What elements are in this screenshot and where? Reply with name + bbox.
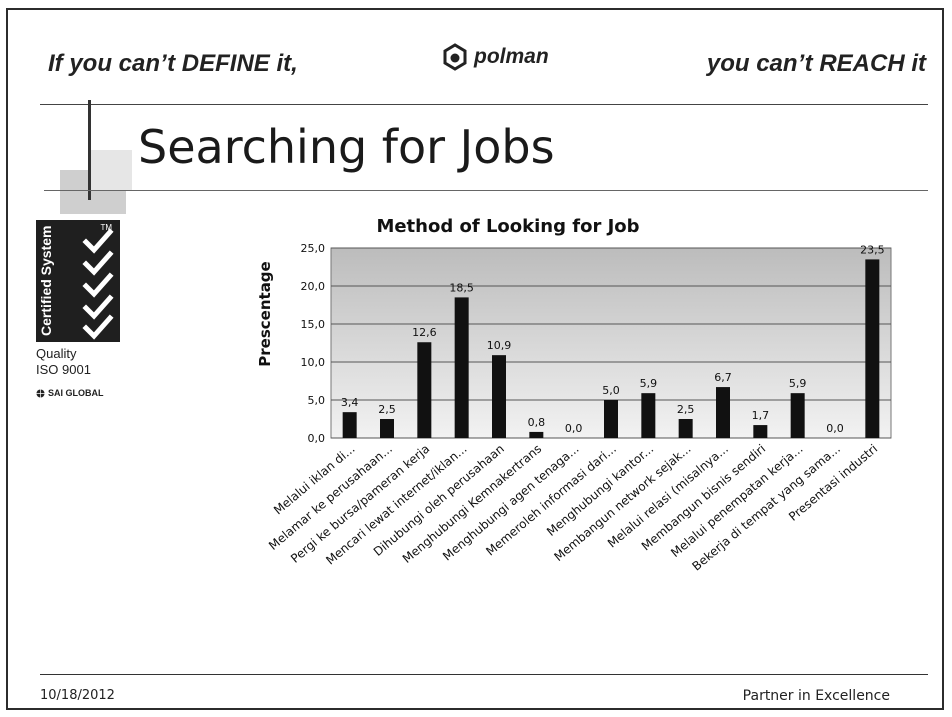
data-label: 5,0 <box>602 384 620 397</box>
data-label: 0,8 <box>528 416 546 429</box>
bar <box>753 425 768 438</box>
bar <box>790 393 805 438</box>
bar <box>529 431 544 438</box>
footer-divider <box>40 674 928 675</box>
polman-logo-icon <box>443 43 467 71</box>
bar-chart: Method of Looking for Job Prescentage 0,… <box>256 216 892 574</box>
y-tick-label: 20,0 <box>301 280 326 293</box>
bar <box>380 419 394 438</box>
data-label: 1,7 <box>752 409 770 422</box>
data-label: 2,5 <box>677 403 695 416</box>
data-label: 5,9 <box>640 377 658 390</box>
bar <box>342 412 357 438</box>
data-label: 6,7 <box>714 371 732 384</box>
page-title: Searching for Jobs <box>138 120 555 174</box>
y-tick-label: 25,0 <box>301 242 326 255</box>
trademark-label: TM <box>100 223 112 232</box>
quality-label: Quality ISO 9001 <box>36 346 91 378</box>
bar <box>678 419 693 438</box>
data-label: 2,5 <box>378 403 396 416</box>
data-label: 23,5 <box>860 243 885 256</box>
bar <box>641 393 656 438</box>
y-tick-label: 15,0 <box>301 318 326 331</box>
footer-date: 10/18/2012 <box>40 688 115 703</box>
bar <box>716 387 730 438</box>
bar <box>417 342 432 438</box>
bar <box>865 259 880 438</box>
iso-standard: ISO 9001 <box>36 362 91 377</box>
logo-text: polman <box>474 45 549 68</box>
y-tick-label: 5,0 <box>308 394 326 407</box>
data-label: 12,6 <box>412 326 437 339</box>
title-decoration-light <box>88 150 132 190</box>
tagline-left: If you can’t DEFINE it, <box>48 50 298 77</box>
data-label: 0,0 <box>826 422 844 435</box>
tagline-right: you can’t REACH it <box>706 50 926 77</box>
sai-global-text: SAI GLOBAL <box>48 388 104 398</box>
y-axis-label: Prescentage <box>256 261 274 366</box>
sai-global-logo: SAI GLOBAL <box>36 388 104 398</box>
data-label: 0,0 <box>565 422 583 435</box>
certified-system-badge: Certified System TM <box>36 220 120 342</box>
title-vertical-rule <box>88 100 91 200</box>
checkmarks-icon <box>82 228 114 340</box>
data-label: 18,5 <box>449 281 474 294</box>
data-label: 3,4 <box>341 396 359 409</box>
header-divider <box>40 104 928 105</box>
y-tick-label: 0,0 <box>308 432 326 445</box>
footer-tagline: Partner in Excellence <box>742 688 890 704</box>
bar <box>492 355 506 438</box>
chart-title: Method of Looking for Job <box>376 216 639 237</box>
bar <box>454 297 469 438</box>
title-divider <box>44 190 928 191</box>
quality-text: Quality <box>36 346 77 361</box>
data-label: 5,9 <box>789 377 807 390</box>
globe-icon <box>36 388 45 398</box>
y-tick-label: 10,0 <box>301 356 326 369</box>
bar <box>604 400 618 438</box>
polman-logo: polman <box>442 42 549 72</box>
data-label: 10,9 <box>487 339 512 352</box>
